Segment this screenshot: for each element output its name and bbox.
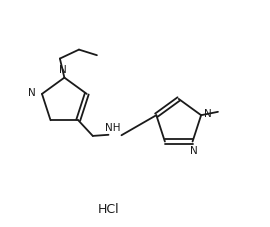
Text: NH: NH	[105, 123, 121, 133]
Text: N: N	[28, 88, 35, 98]
Text: N: N	[204, 109, 212, 119]
Text: HCl: HCl	[97, 203, 119, 216]
Text: N: N	[190, 146, 198, 155]
Text: N: N	[59, 65, 67, 75]
